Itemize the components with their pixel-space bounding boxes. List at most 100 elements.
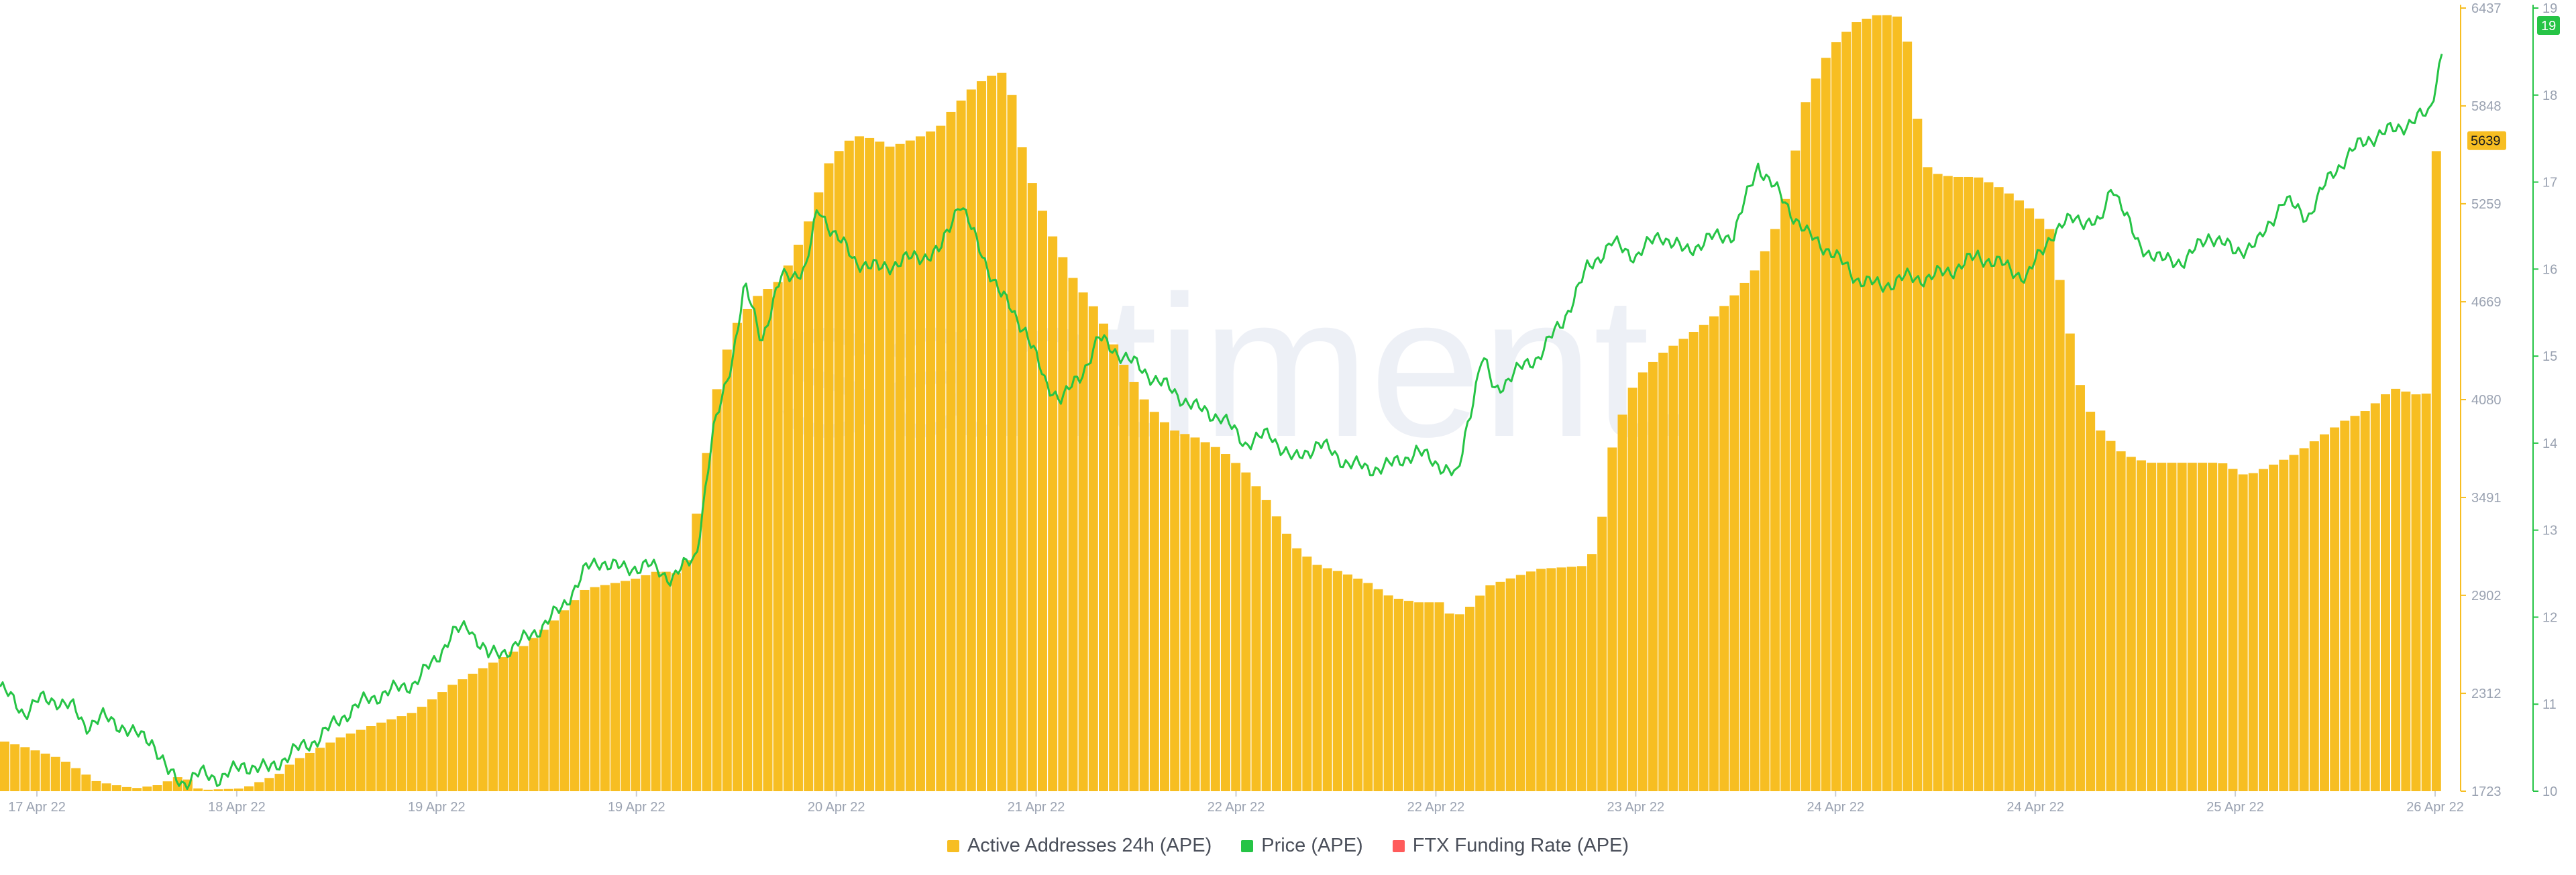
bar [1200,442,1210,791]
legend-item[interactable]: Active Addresses 24h (APE) [947,835,1212,857]
bar [641,575,651,791]
bar [712,389,722,791]
bar [692,514,702,791]
bar [1078,292,1088,791]
bar [610,583,620,791]
bar [1038,211,1047,791]
bar [1699,325,1709,792]
bar [2248,473,2258,791]
bar [2045,229,2055,792]
bar [1862,18,1872,791]
line-series-price [0,54,2443,791]
right-tick-label: 19 [2542,1,2557,16]
bar [844,140,854,791]
bar [1739,282,1750,791]
bar [1027,183,1037,791]
bar [1088,306,1098,792]
bar [2106,441,2116,791]
bar [233,789,244,791]
bar [508,651,519,791]
bar [519,646,529,791]
right-axis: 19 18 17 16 15 14 13 12 11 10 19 [2532,1,2560,799]
legend-item[interactable]: Price (APE) [1241,835,1363,857]
bar [682,560,692,791]
x-tick-marks [36,791,2436,797]
bar [651,571,661,791]
bar [1556,567,1566,791]
bar [162,781,172,791]
x-tick-label: 24 Apr 22 [1807,800,1864,815]
bar [1770,229,1780,791]
bar [30,750,40,791]
bar [1149,412,1159,791]
bar [2086,412,2096,791]
bar [1465,606,1474,791]
bar [1424,602,1434,791]
bar [672,573,681,791]
bar [987,75,997,792]
bar [559,610,570,791]
bar [2116,451,2126,791]
bar [2177,463,2187,791]
bar [244,786,254,791]
bar [865,137,875,791]
bar [1332,571,1342,791]
bar [733,323,742,791]
legend-swatch [947,839,959,852]
bar [407,713,417,791]
bar [2381,394,2390,791]
bar [1434,602,1444,791]
bar [1719,306,1729,791]
bar-series-active-addresses [0,15,2441,792]
bar [1638,372,1648,791]
right-tick-label: 12 [2542,610,2557,625]
bar [2411,394,2421,791]
bar [213,789,223,791]
bar [753,296,763,792]
bar [773,282,783,791]
x-tick-label: 18 Apr 22 [208,800,266,815]
bar [2370,403,2380,791]
legend-label: FTX Funding Rate (APE) [1412,835,1629,856]
bar [2259,469,2268,791]
bar [1688,332,1699,791]
bar [1831,42,1841,792]
bar [1495,581,1505,791]
bar [1627,388,1638,791]
bar [427,699,437,791]
bar [0,742,9,791]
bar [345,734,356,791]
bar [2350,416,2360,791]
bar [1282,533,1291,791]
bar [1048,236,1058,791]
bar [386,719,396,791]
bar [81,774,91,791]
bar [631,579,641,791]
bar [1271,516,1281,791]
bar [1780,198,1790,791]
bar [458,679,468,791]
bar [2035,219,2045,791]
bar [1536,569,1546,791]
bar [1668,345,1678,791]
bar [1729,295,1739,791]
bar [1515,575,1525,791]
bar [2309,441,2319,791]
bar [2187,463,2197,791]
bar [2421,394,2431,791]
bar [1709,316,1719,791]
bar [91,780,101,791]
bar [396,716,407,791]
bar [498,657,508,791]
bar [1984,182,1994,791]
bar [936,125,946,792]
bar [1109,344,1119,791]
bar [1750,270,1760,791]
bar [1943,176,1953,791]
legend-swatch [1241,839,1254,852]
legend-item[interactable]: FTX Funding Rate (APE) [1392,835,1629,857]
left-tick-label: 1723 [2471,784,2502,799]
bar [122,786,131,791]
right-tick-label: 16 [2542,262,2557,277]
